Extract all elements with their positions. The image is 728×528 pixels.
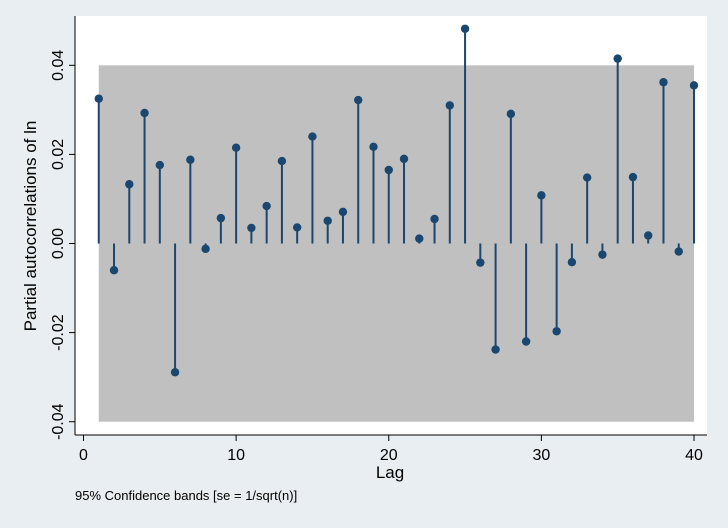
pacf-marker-lag-36 [628, 172, 638, 182]
y-tick-label-0: -0.04 [50, 403, 67, 440]
pacf-marker-lag-32 [567, 258, 577, 267]
pacf-marker-lag-28 [506, 109, 516, 119]
stems-group [97, 28, 695, 373]
pacf-marker-lag-7 [186, 155, 195, 164]
pacf-marker-lag-17 [338, 207, 348, 217]
pacf-marker-lag-5 [155, 160, 165, 170]
pacf-marker-lag-38 [659, 78, 668, 87]
pacf-marker-lag-29 [521, 337, 531, 346]
pacf-marker-lag-4 [140, 108, 149, 118]
x-ticks-group: 0 10 20 30 40 [79, 435, 703, 464]
pacf-marker-lag-1 [94, 94, 103, 103]
pacf-marker-lag-37 [644, 231, 653, 240]
x-axis-title: Lag [376, 463, 404, 482]
pacf-marker-lag-23 [430, 214, 439, 224]
pacf-marker-lag-10 [231, 143, 241, 152]
y-axis-title: Partial autocorrelations of ln [21, 121, 40, 332]
x-tick-label-10: 10 [227, 447, 245, 464]
pacf-marker-lag-15 [308, 132, 317, 141]
pacf-marker-lag-40 [689, 81, 699, 90]
confidence-band [98, 65, 694, 422]
pacf-marker-lag-19 [369, 142, 378, 152]
pacf-marker-lag-31 [552, 327, 561, 336]
pacf-marker-lag-21 [399, 154, 409, 164]
pacf-marker-lag-24 [445, 101, 454, 110]
x-tick-label-30: 30 [532, 447, 550, 464]
y-tick-label-3: 0.02 [50, 139, 67, 170]
pacf-marker-lag-20 [384, 165, 393, 175]
pacf-marker-lag-16 [323, 216, 332, 225]
y-tick-label-4: 0.04 [50, 50, 67, 81]
y-tick-label-1: -0.02 [50, 314, 67, 351]
pacf-marker-lag-11 [247, 223, 256, 233]
pacf-marker-lag-22 [415, 234, 424, 243]
x-tick-label-0: 0 [79, 447, 88, 464]
pacf-marker-lag-13 [277, 156, 287, 166]
y-tick-label-2: 0.00 [50, 228, 67, 259]
pacf-marker-lag-8 [201, 244, 210, 254]
pacf-marker-lag-2 [109, 266, 119, 275]
x-tick-label-40: 40 [685, 447, 703, 464]
x-tick-label-20: 20 [380, 447, 398, 464]
pacf-marker-lag-25 [460, 24, 470, 33]
pacf-marker-lag-26 [476, 258, 485, 267]
pacf-marker-lag-14 [292, 223, 302, 232]
pacf-marker-lag-12 [262, 201, 271, 211]
pacf-marker-lag-30 [537, 191, 546, 200]
markers-group [94, 24, 699, 377]
pacf-marker-lag-6 [170, 368, 180, 377]
pacf-marker-lag-33 [582, 173, 592, 182]
y-ticks-group: -0.04 -0.02 0.00 0.02 0.04 [50, 50, 75, 440]
pacf-marker-lag-3 [125, 180, 134, 189]
chart-note: 95% Confidence bands [se = 1/sqrt(n)] [75, 488, 297, 503]
pacf-marker-lag-18 [354, 95, 363, 105]
pacf-marker-lag-34 [598, 250, 607, 259]
pacf-marker-lag-9 [216, 213, 226, 223]
pacf-marker-lag-27 [491, 345, 500, 354]
pacf-marker-lag-35 [613, 54, 622, 63]
pacf-marker-lag-39 [674, 247, 683, 256]
